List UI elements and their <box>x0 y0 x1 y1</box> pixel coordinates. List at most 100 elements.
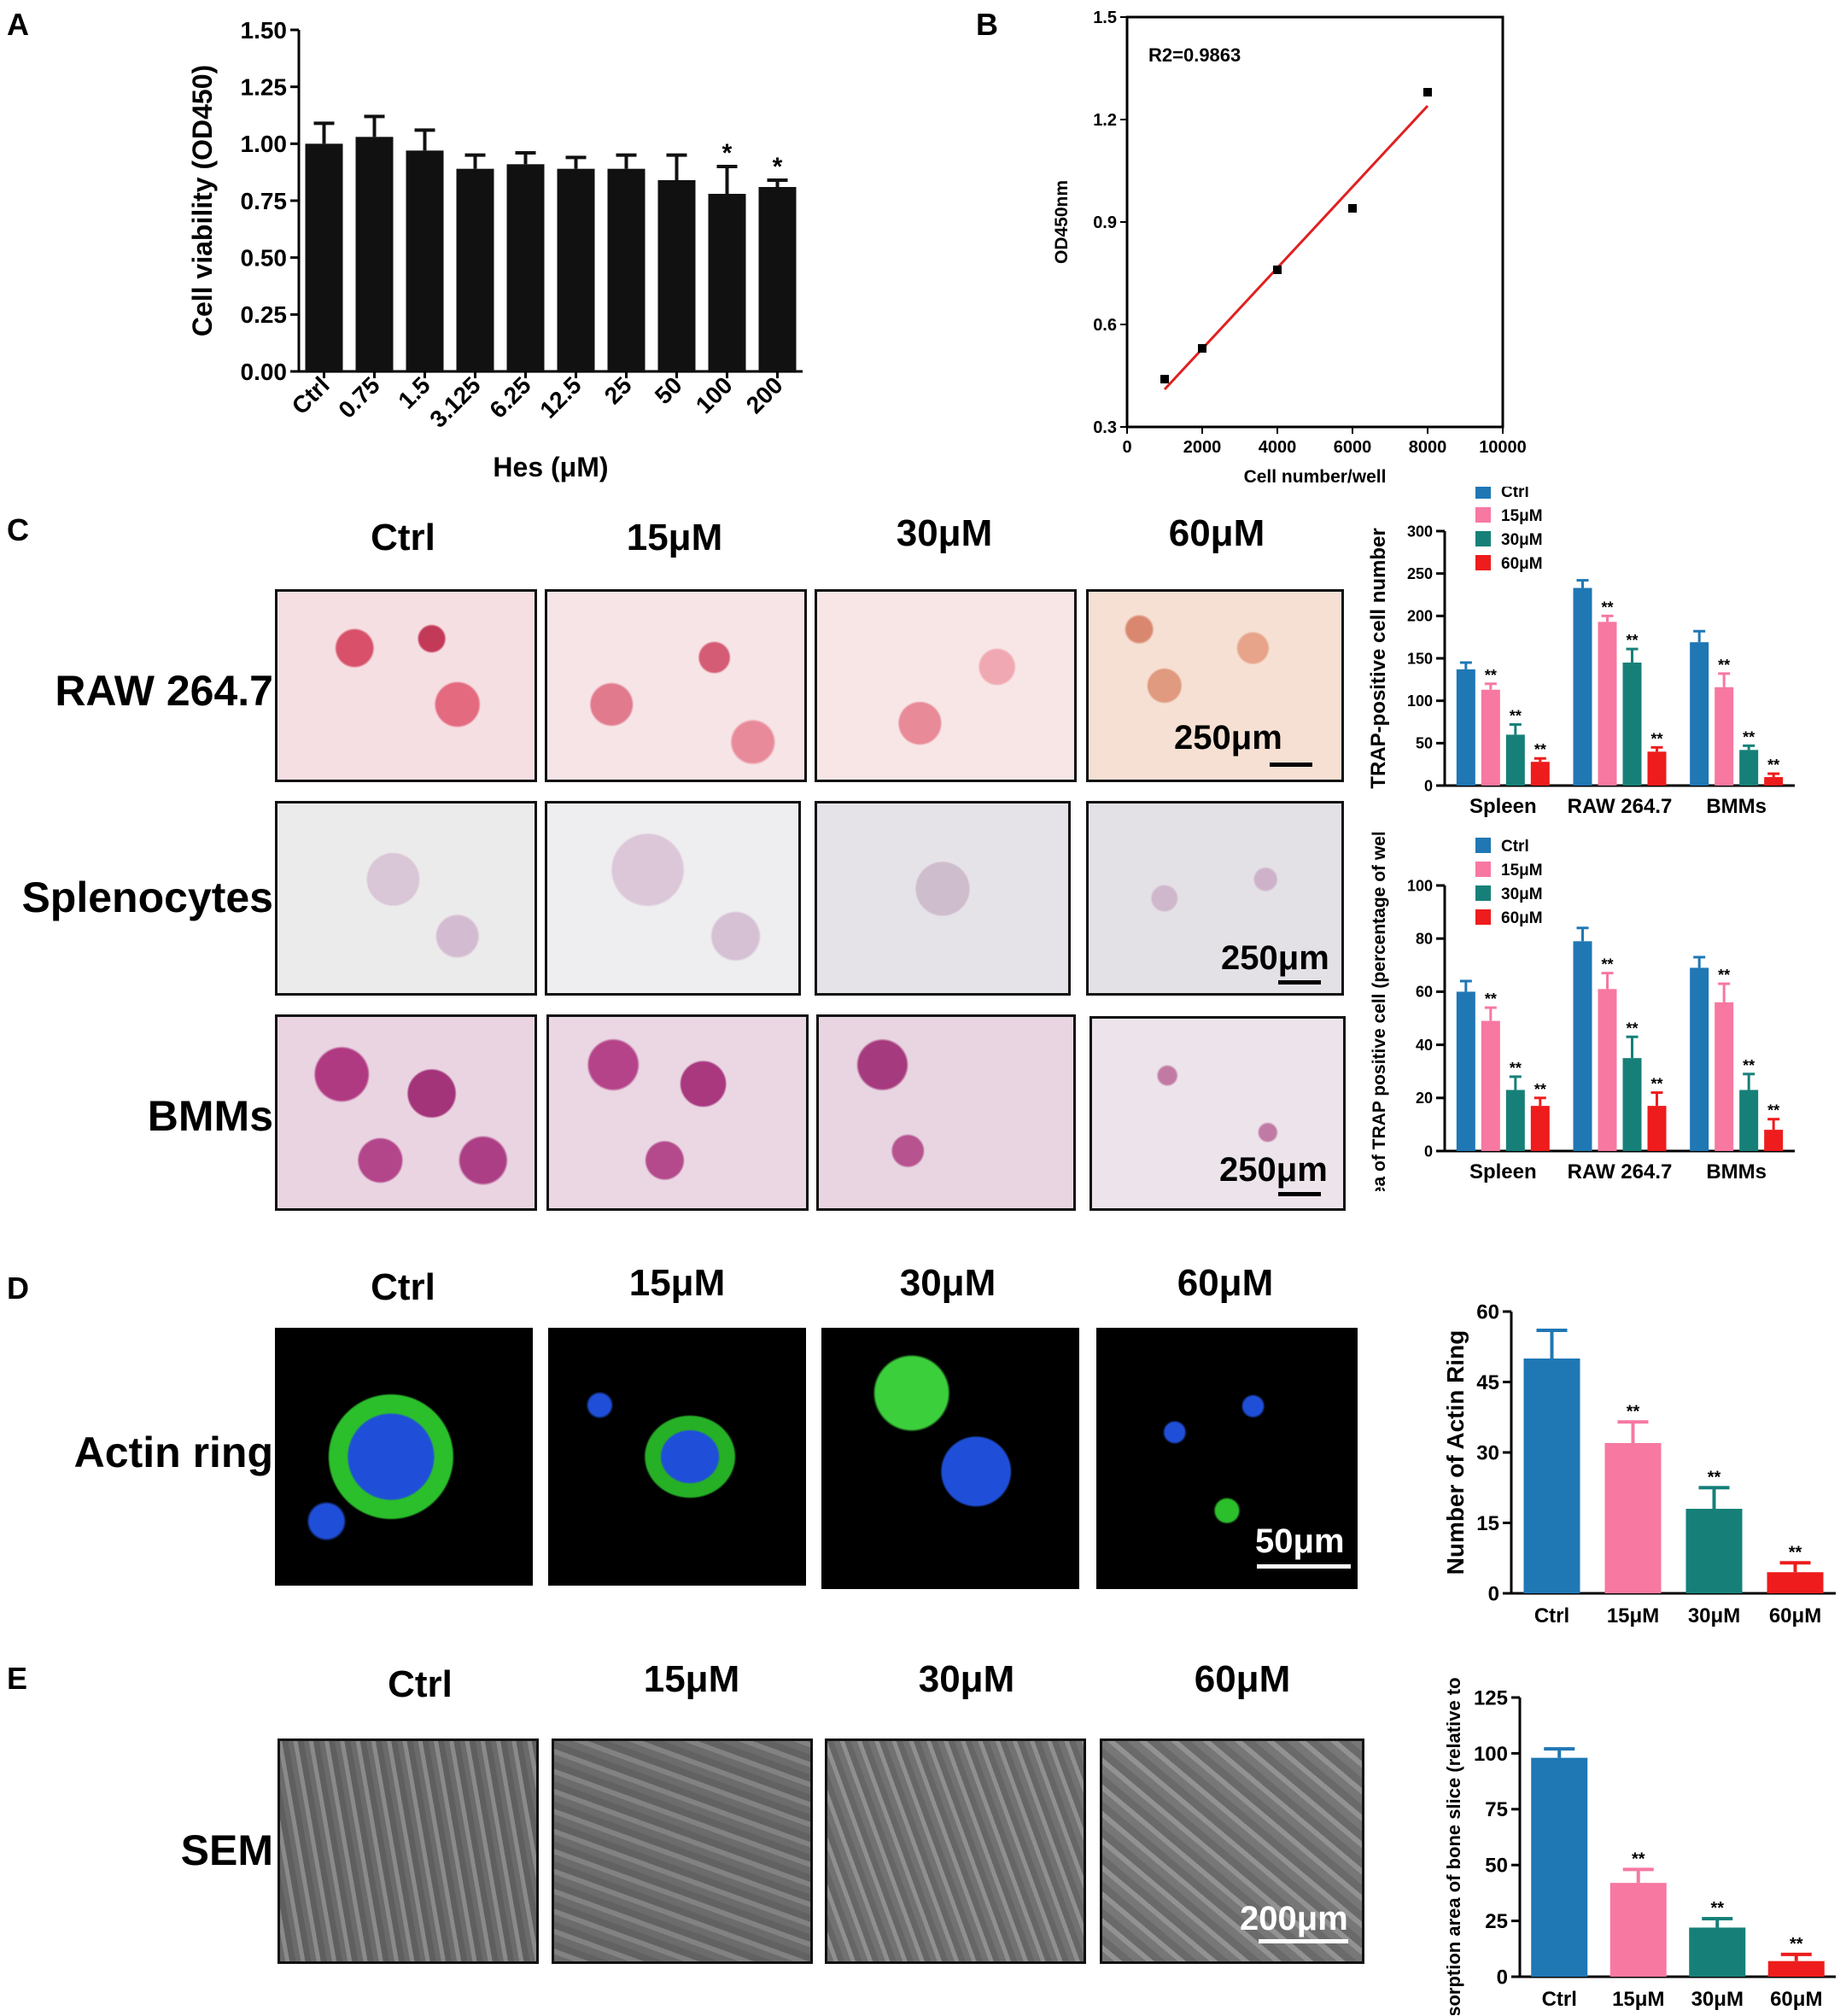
b-y-tick-label: 1.5 <box>1093 9 1117 27</box>
micrograph-bmm-ctrl <box>275 1014 537 1211</box>
b-x-tick-label: 2000 <box>1183 438 1222 457</box>
d-significance: ** <box>1789 1543 1802 1562</box>
d-x-tick-label: 60μM <box>1769 1604 1821 1627</box>
c1-bar <box>1456 669 1475 786</box>
a-bar <box>406 150 444 372</box>
d-x-tick-label: 15μM <box>1607 1604 1659 1627</box>
e-col-head-30: 30μM <box>918 1658 1015 1700</box>
a-bar <box>607 168 646 371</box>
micrograph-raw-15 <box>545 589 807 782</box>
c2-y-tick-label: 100 <box>1407 877 1433 894</box>
c-row-head-raw: RAW 264.7 <box>55 667 273 715</box>
a-x-tick-label: 200 <box>741 371 788 418</box>
scale-label-bmm: 250μm <box>1219 1151 1328 1189</box>
d-col-head-ctrl: Ctrl <box>371 1266 435 1308</box>
scale-label-raw: 250μm <box>1174 719 1282 757</box>
a-y-tick-label: 0.00 <box>241 359 288 385</box>
c2-legend-swatch <box>1475 862 1491 877</box>
c2-y-tick-label: 20 <box>1416 1090 1433 1107</box>
c2-bar <box>1739 1090 1759 1151</box>
d-y-tick-label: 15 <box>1476 1512 1499 1535</box>
e-col-head-15: 15μM <box>643 1658 740 1700</box>
panel-label-c: C <box>7 512 29 547</box>
c2-significance: ** <box>1767 1102 1779 1119</box>
a-x-tick-label: 0.75 <box>333 371 384 423</box>
b-x-tick-label: 4000 <box>1259 438 1297 457</box>
chart-c-trap-area: 0 20 40 60 80 100 ** ** ** Spleen ** ** ** RAW 264.7 *… <box>1370 833 1795 1191</box>
e-x-tick-label: Ctrl <box>1542 1988 1577 2011</box>
c1-y-tick-label: 300 <box>1407 523 1433 540</box>
c2-legend-label: Ctrl <box>1501 838 1529 856</box>
e-bar <box>1689 1927 1746 1977</box>
c1-legend-label: 60μM <box>1501 555 1543 573</box>
d-x-tick-label: 30μM <box>1688 1604 1740 1627</box>
scale-bar-spleno <box>1278 980 1321 985</box>
e-x-tick-label: 15μM <box>1612 1988 1664 2011</box>
chart-d-actin-ring: 0 15 30 45 60 Ctrl ** 15μM ** 30μM ** 60μM Number of… <box>1442 1300 1836 1627</box>
d-significance: ** <box>1627 1402 1640 1421</box>
d-bar <box>1604 1443 1662 1593</box>
e-significance: ** <box>1632 1849 1645 1868</box>
e-y-tick-label: 75 <box>1485 1798 1508 1821</box>
sem-60 <box>1100 1738 1364 1964</box>
c1-significance: ** <box>1510 707 1522 724</box>
micrograph-raw-ctrl <box>275 589 537 782</box>
c2-significance: ** <box>1485 990 1497 1008</box>
c2-significance: ** <box>1601 956 1613 973</box>
c2-y-tick-label: 60 <box>1416 984 1433 1001</box>
micrograph-raw-30 <box>815 589 1077 782</box>
b-x-tick-label: 10000 <box>1479 438 1527 457</box>
c1-bar <box>1764 777 1784 786</box>
c2-legend-label: 60μM <box>1501 909 1543 927</box>
a-y-tick-label: 1.00 <box>241 131 288 157</box>
micrograph-bmm-15 <box>546 1014 809 1211</box>
d-bar <box>1767 1572 1824 1593</box>
c2-bar <box>1573 941 1592 1151</box>
scale-label-actin: 50μm <box>1255 1522 1345 1560</box>
a-bar <box>355 137 394 372</box>
c1-significance: ** <box>1601 599 1613 616</box>
panel-label-a: A <box>7 7 29 42</box>
c2-y-tick-label: 40 <box>1416 1037 1433 1054</box>
a-x-tick-label: 12.5 <box>535 371 586 423</box>
c1-significance: ** <box>1626 632 1638 649</box>
c2-bar <box>1481 1020 1500 1151</box>
e-y-tick-label: 125 <box>1474 1686 1508 1709</box>
c2-legend-swatch <box>1475 838 1491 853</box>
c1-bar <box>1690 642 1709 786</box>
c2-significance: ** <box>1650 1076 1662 1093</box>
chart-c-trap-count: 0 50 100 150 200 250 300 ** ** ** Spleen ** ** ** RAW … <box>1367 487 1795 818</box>
a-significance: * <box>722 139 733 167</box>
c1-significance: ** <box>1718 657 1730 674</box>
e-x-tick-label: 60μM <box>1770 1988 1822 2011</box>
micrograph-spleno-15 <box>545 801 801 996</box>
c1-bar <box>1739 750 1759 786</box>
c1-legend-swatch <box>1475 487 1491 499</box>
b-x-label: Cell number/well <box>1244 467 1387 487</box>
fluor-actin-ctrl <box>275 1328 533 1586</box>
sem-ctrl <box>277 1738 539 1964</box>
c2-significance: ** <box>1718 967 1730 984</box>
a-x-tick-label: 3.125 <box>424 371 485 432</box>
fluor-actin-15 <box>548 1328 806 1586</box>
c2-significance: ** <box>1534 1081 1546 1098</box>
scale-bar-raw <box>1270 763 1312 767</box>
c1-bar <box>1598 622 1617 786</box>
c-col-head-15: 15μM <box>626 517 723 558</box>
b-data-point <box>1273 266 1282 274</box>
c1-significance: ** <box>1534 741 1546 758</box>
c2-bar <box>1622 1058 1642 1151</box>
panel-label-e: E <box>7 1661 28 1696</box>
d-x-tick-label: Ctrl <box>1534 1604 1569 1627</box>
b-data-point <box>1423 88 1432 96</box>
c1-y-tick-label: 50 <box>1416 735 1433 752</box>
c1-legend-label: 30μM <box>1501 531 1543 549</box>
scale-bar-bmm <box>1278 1192 1321 1196</box>
c1-bar <box>1505 734 1525 786</box>
b-data-point <box>1198 344 1206 353</box>
c2-legend-label: 15μM <box>1501 862 1543 879</box>
c2-legend-swatch <box>1475 909 1491 925</box>
a-x-tick-label: Ctrl <box>287 371 335 419</box>
a-y-tick-label: 0.75 <box>241 188 288 214</box>
